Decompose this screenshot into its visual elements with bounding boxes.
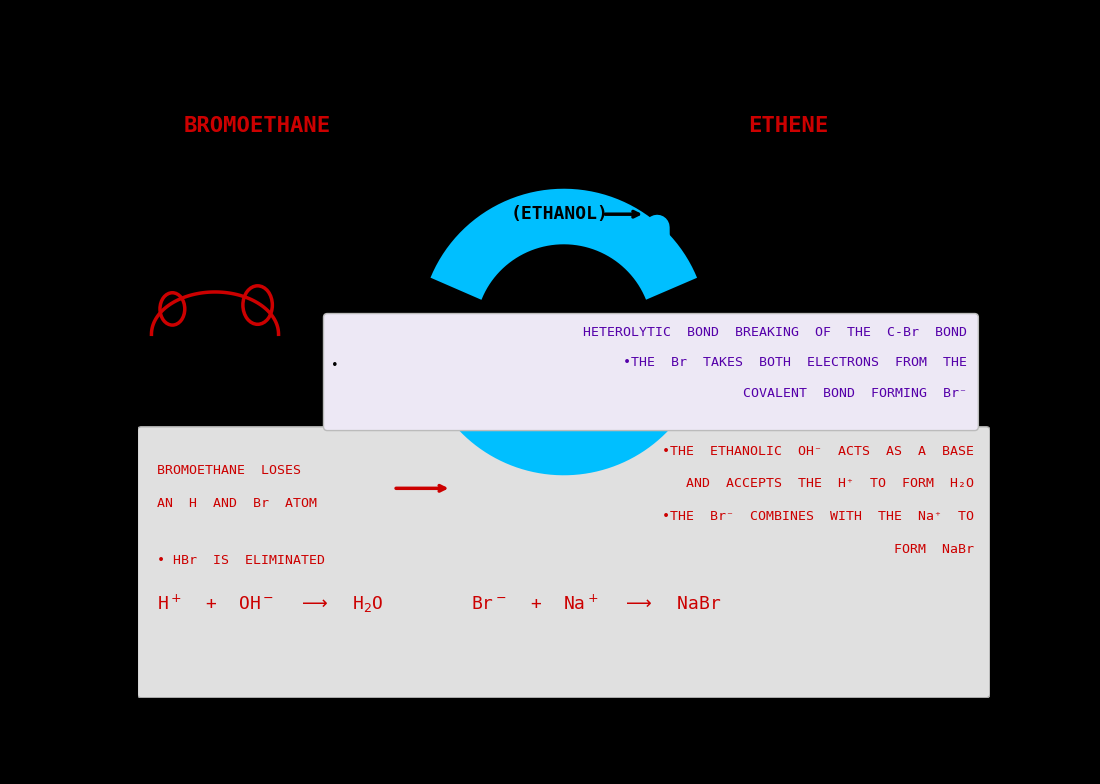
- Text: ETHENE: ETHENE: [748, 116, 828, 136]
- Text: BROMOETHANE  LOSES: BROMOETHANE LOSES: [157, 464, 301, 477]
- Text: H$^+$  +  OH$^-$  $\longrightarrow$  H$_2$O: H$^+$ + OH$^-$ $\longrightarrow$ H$_2$O: [157, 593, 383, 615]
- Text: •THE  ETHANOLIC  OH⁻  ACTS  AS  A  BASE: •THE ETHANOLIC OH⁻ ACTS AS A BASE: [662, 445, 975, 458]
- Text: • HBr  IS  ELIMINATED: • HBr IS ELIMINATED: [157, 554, 324, 567]
- Text: •THE  Br  TAKES  BOTH  ELECTRONS  FROM  THE: •THE Br TAKES BOTH ELECTRONS FROM THE: [623, 356, 967, 369]
- FancyBboxPatch shape: [323, 314, 978, 430]
- Text: COVALENT  BOND  FORMING  Br⁻: COVALENT BOND FORMING Br⁻: [727, 387, 967, 400]
- Text: •THE  Br⁻  COMBINES  WITH  THE  Na⁺  TO: •THE Br⁻ COMBINES WITH THE Na⁺ TO: [662, 510, 975, 523]
- Text: HETEROLYTIC  BOND  BREAKING  OF  THE  C-Br  BOND: HETEROLYTIC BOND BREAKING OF THE C-Br BO…: [583, 325, 967, 339]
- Text: Br$^-$  +  Na$^+$  $\longrightarrow$  NaBr: Br$^-$ + Na$^+$ $\longrightarrow$ NaBr: [471, 594, 722, 613]
- Text: (ETHANOL): (ETHANOL): [510, 205, 608, 223]
- Text: AN  H  AND  Br  ATOM: AN H AND Br ATOM: [157, 497, 317, 510]
- Text: FORM  NaBr: FORM NaBr: [879, 543, 975, 556]
- Text: AND  ACCEPTS  THE  H⁺  TO  FORM  H₂O: AND ACCEPTS THE H⁺ TO FORM H₂O: [671, 477, 975, 490]
- Text: •: •: [331, 358, 339, 372]
- FancyBboxPatch shape: [138, 426, 990, 698]
- Text: BROMOETHANE: BROMOETHANE: [184, 116, 331, 136]
